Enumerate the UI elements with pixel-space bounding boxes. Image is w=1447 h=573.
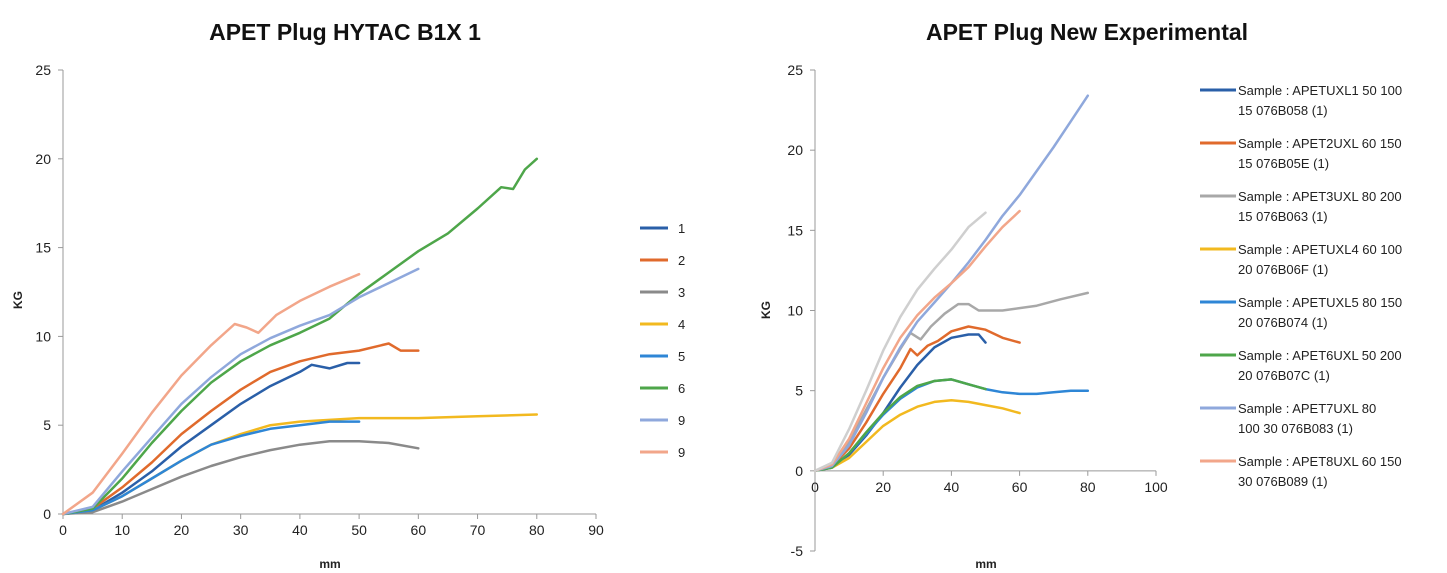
y-axis-label: KG: [11, 291, 25, 309]
series-line: [61, 439, 420, 516]
chart-title: APET Plug New Experimental: [926, 19, 1248, 45]
x-tick-label: 0: [811, 479, 819, 495]
x-tick-label: 40: [292, 522, 308, 538]
legend: Sample : APETUXL1 50 100 15 076B058 (1) Sa…: [1200, 83, 1402, 489]
series-line: [813, 291, 1090, 473]
legend-label: 20 076B074 (1): [1238, 315, 1328, 330]
legend-label: 9: [678, 413, 685, 428]
legend-label: 9: [678, 445, 685, 460]
series-line: [813, 399, 1021, 473]
legend-label: 2: [678, 253, 685, 268]
series-line: [813, 209, 1021, 473]
y-tick-label: 20: [35, 151, 51, 167]
series-line: [61, 157, 539, 516]
y-tick-label: 5: [43, 417, 51, 433]
series-line: [813, 325, 1021, 473]
y-tick-label: 5: [795, 383, 803, 399]
x-tick-label: 10: [114, 522, 130, 538]
x-tick-label: 20: [174, 522, 190, 538]
chart-title: APET Plug HYTAC B1X 1: [209, 19, 481, 45]
y-tick-label: 10: [35, 328, 51, 344]
legend-label: 20 076B06F (1): [1238, 262, 1328, 277]
legend-label: 15 076B063 (1): [1238, 209, 1328, 224]
y-tick-label: 15: [787, 222, 803, 238]
x-tick-label: 80: [529, 522, 545, 538]
legend-label: Sample : APETUXL4 60 100: [1238, 242, 1402, 257]
x-tick-label: 80: [1080, 479, 1096, 495]
x-tick-label: 90: [588, 522, 604, 538]
legend-label: 15 076B05E (1): [1238, 156, 1329, 171]
legend-label: 4: [678, 317, 685, 332]
y-tick-label: 10: [787, 303, 803, 319]
y-tick-label: 15: [35, 240, 51, 256]
chart-new-experimental: APET Plug New Experimental mm KG -5 0 5 10 1…: [759, 19, 1402, 571]
series-line: [813, 378, 987, 473]
y-tick-label: 0: [795, 463, 803, 479]
y-tick-label: -5: [791, 543, 804, 559]
legend-label: 6: [678, 381, 685, 396]
series-line: [61, 272, 361, 516]
legend-label: 15 076B058 (1): [1238, 103, 1328, 118]
legend-label: 20 076B07C (1): [1238, 368, 1330, 383]
series-line: [61, 342, 420, 516]
y-tick-label: 20: [787, 142, 803, 158]
y-axis-label: KG: [759, 301, 773, 319]
legend-label: Sample : APETUXL5 80 150: [1238, 295, 1402, 310]
x-tick-label: 30: [233, 522, 249, 538]
y-tick-label: 0: [43, 506, 51, 522]
legend-label: Sample : APET3UXL 80 200: [1238, 189, 1402, 204]
x-tick-label: 40: [944, 479, 960, 495]
y-tick-label: 25: [787, 62, 803, 78]
x-tick-label: 20: [875, 479, 891, 495]
legend-label: 30 076B089 (1): [1238, 474, 1328, 489]
x-tick-label: 50: [351, 522, 367, 538]
x-axis-label: mm: [319, 557, 340, 571]
series-line: [61, 420, 361, 516]
legend-label: Sample : APET7UXL 80: [1238, 401, 1376, 416]
legend-label: 100 30 076B083 (1): [1238, 421, 1353, 436]
series-line: [813, 211, 987, 473]
legend-label: Sample : APETUXL1 50 100: [1238, 83, 1402, 98]
legend-label: 5: [678, 349, 685, 364]
x-tick-label: 100: [1144, 479, 1168, 495]
x-tick-label: 60: [1012, 479, 1028, 495]
legend: 1 2 3 4 5 6 9 9: [640, 221, 685, 460]
legend-label: 3: [678, 285, 685, 300]
legend-label: 1: [678, 221, 685, 236]
legend-label: Sample : APET2UXL 60 150: [1238, 136, 1402, 151]
x-tick-label: 0: [59, 522, 67, 538]
legend-label: Sample : APET8UXL 60 150: [1238, 454, 1402, 469]
x-tick-label: 70: [470, 522, 486, 538]
legend-label: Sample : APET6UXL 50 200: [1238, 348, 1402, 363]
y-tick-label: 25: [35, 62, 51, 78]
x-tick-label: 60: [411, 522, 427, 538]
series-line: [61, 267, 420, 516]
series-line: [61, 361, 361, 516]
x-axis-label: mm: [975, 557, 996, 571]
